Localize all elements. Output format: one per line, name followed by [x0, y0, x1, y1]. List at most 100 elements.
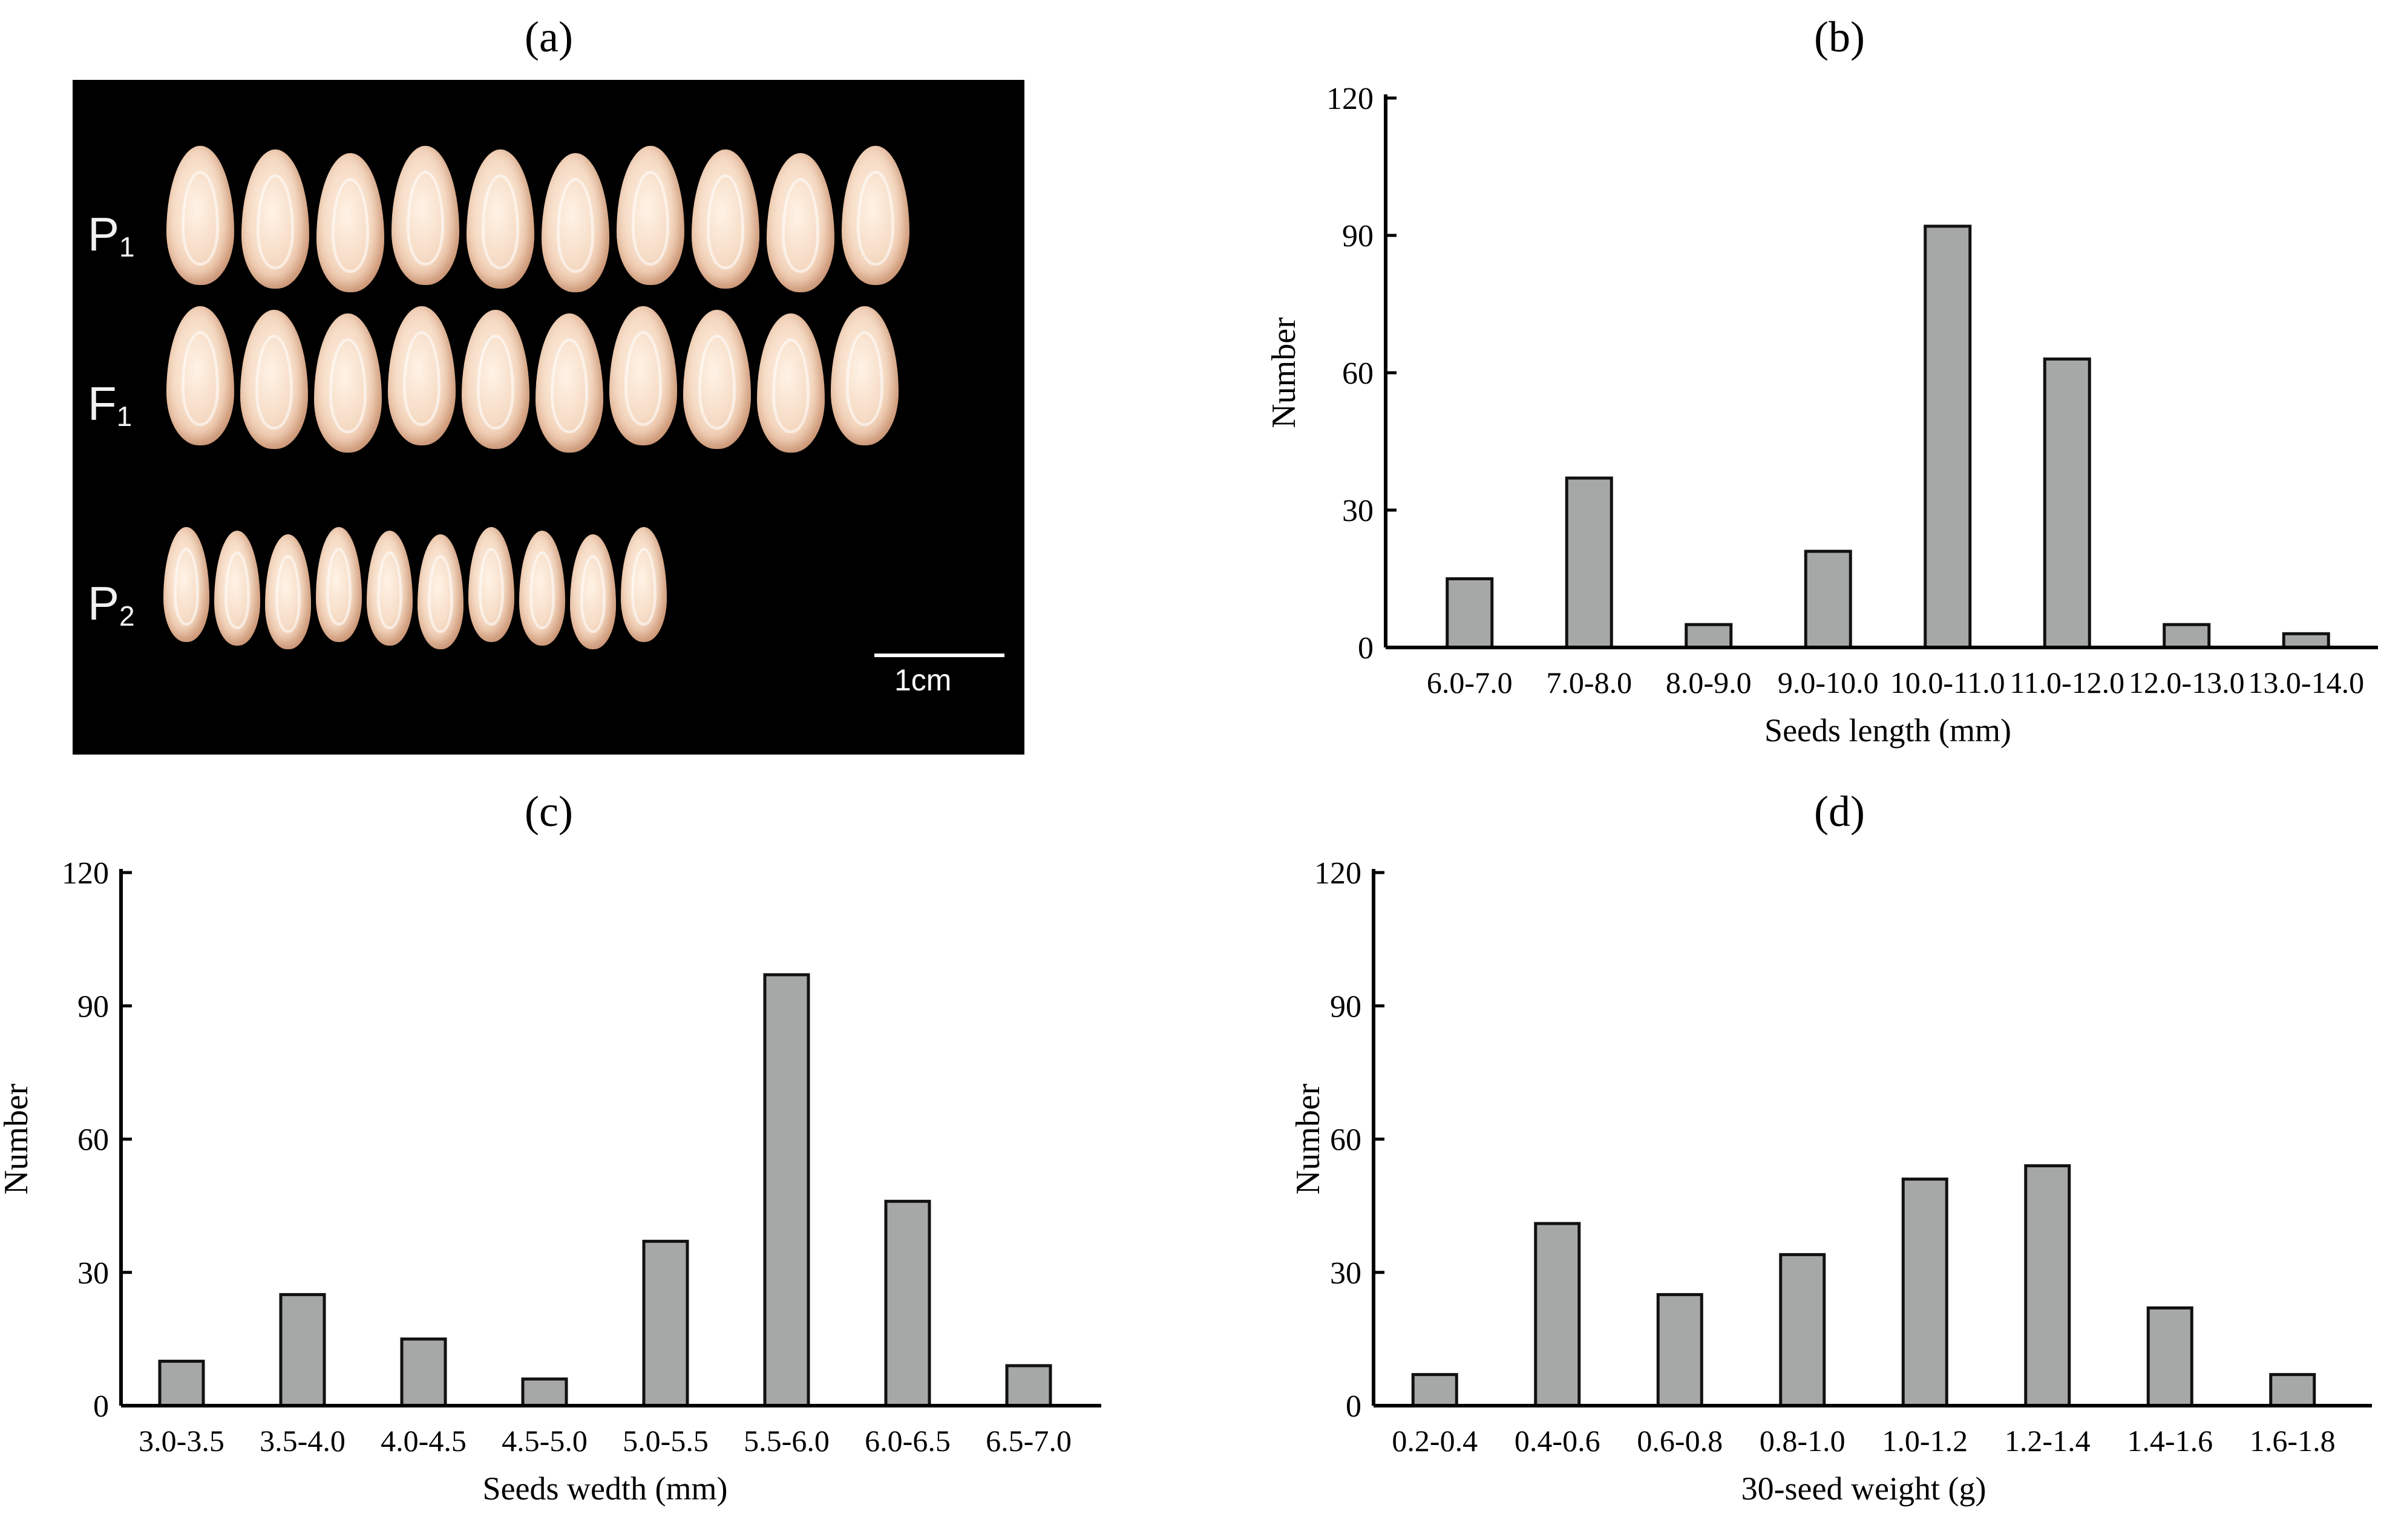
- seed: [535, 313, 603, 453]
- bar-1.4-1.6: [2146, 1306, 2193, 1407]
- bar-0.2-0.4: [1411, 1373, 1458, 1407]
- histogram-seed-width: 0 30 60 90 120 3.0-3.5 3.5-4.0 4.0-4.5 4.5-5.0 5.…: [0, 856, 1101, 1507]
- seed: [683, 310, 751, 449]
- bar-3.5-4.0: [279, 1293, 326, 1407]
- seed: [542, 153, 609, 292]
- x-tick-label: 12.0-13.0: [2129, 666, 2245, 700]
- x-tick-label: 13.0-14.0: [2248, 666, 2364, 700]
- y-axis-title: Number: [1289, 1083, 1327, 1194]
- histogram-seed-weight: 0 30 60 90 120 0.2-0.4 0.4-0.6 0.6-0.8 0.8-1.0 1.…: [1289, 856, 2372, 1507]
- y-tick-label: 30: [1342, 494, 1374, 528]
- seed: [467, 149, 534, 289]
- seed: [316, 527, 362, 642]
- x-axis-title: 30-seed weight (g): [1741, 1470, 1986, 1507]
- x-tick-label: 6.5-7.0: [986, 1424, 1072, 1458]
- y-tick-label: 0: [1346, 1389, 1361, 1424]
- seed: [519, 531, 565, 646]
- y-tick-label: 90: [1330, 989, 1361, 1024]
- x-tick-label: 5.5-6.0: [744, 1424, 830, 1458]
- seed: [314, 313, 382, 453]
- bar-5.0-5.5: [642, 1239, 689, 1407]
- x-tick-label: 0.2-0.4: [1392, 1424, 1478, 1458]
- x-tick-label: 10.0-11.0: [1890, 666, 2005, 700]
- y-tick-label: 60: [1342, 356, 1374, 391]
- y-tick-label: 90: [77, 989, 109, 1024]
- bar-5.5-6.0: [763, 973, 810, 1407]
- panel-label-a: (a): [525, 13, 573, 61]
- seed: [767, 153, 834, 292]
- bar-13.0-14.0: [2282, 632, 2330, 649]
- scale-bar: [874, 654, 1004, 657]
- seed: [831, 306, 899, 445]
- y-tick-label: 0: [93, 1389, 109, 1424]
- seed: [163, 527, 209, 642]
- seed: [391, 146, 459, 285]
- x-tick-label: 6.0-7.0: [1427, 666, 1513, 700]
- seed: [570, 534, 616, 649]
- seed: [214, 531, 260, 646]
- y-tick-label: 60: [1330, 1123, 1361, 1158]
- seed: [418, 534, 463, 649]
- bar-7.0-8.0: [1565, 476, 1613, 649]
- seed: [757, 313, 825, 453]
- scale-label: 1cm: [894, 663, 952, 697]
- bar-4.0-4.5: [400, 1337, 447, 1407]
- x-tick-label: 4.0-4.5: [381, 1424, 467, 1458]
- seed: [316, 153, 384, 292]
- x-tick-label: 1.0-1.2: [1882, 1424, 1968, 1458]
- x-tick-label: 3.0-3.5: [139, 1424, 224, 1458]
- x-tick-label: 9.0-10.0: [1778, 666, 1879, 700]
- row-label-f1: F1: [88, 377, 133, 432]
- y-tick-label: 90: [1342, 219, 1374, 254]
- y-tick-label: 30: [1330, 1256, 1361, 1291]
- x-tick-label: 11.0-12.0: [2009, 666, 2124, 700]
- x-tick-label: 8.0-9.0: [1666, 666, 1752, 700]
- y-tick-label: 0: [1358, 631, 1374, 666]
- bar-1.6-1.8: [2269, 1373, 2316, 1407]
- seed: [692, 149, 759, 289]
- bar-8.0-9.0: [1685, 623, 1733, 649]
- y-tick-label: 60: [77, 1123, 109, 1158]
- panel-label-c: (c): [525, 787, 573, 836]
- x-axis-title: Seeds length (mm): [1764, 712, 2011, 749]
- seed: [462, 310, 529, 449]
- seed: [240, 310, 308, 449]
- seed: [241, 149, 309, 289]
- seed: [842, 146, 909, 285]
- y-tick-label: 120: [62, 856, 109, 891]
- x-tick-label: 1.6-1.8: [2250, 1424, 2336, 1458]
- seed-photo: P1 F1 P2: [73, 80, 1024, 755]
- seed: [468, 527, 514, 642]
- panel-label-d: (d): [1814, 787, 1865, 836]
- x-tick-label: 7.0-8.0: [1546, 666, 1632, 700]
- x-tick-label: 3.5-4.0: [260, 1424, 346, 1458]
- seed: [367, 531, 413, 646]
- seed: [388, 306, 456, 445]
- x-tick-label: 1.4-1.6: [2127, 1424, 2213, 1458]
- bar-11.0-12.0: [2043, 357, 2091, 649]
- y-tick-label: 120: [1314, 856, 1361, 891]
- bar-0.8-1.0: [1779, 1253, 1826, 1407]
- panel-label-b: (b): [1814, 13, 1865, 61]
- seed: [617, 146, 684, 285]
- row-label-p2: P2: [88, 577, 135, 632]
- row-label-p1: P1: [88, 208, 135, 263]
- x-tick-label: 0.6-0.8: [1637, 1424, 1723, 1458]
- bar-9.0-10.0: [1804, 549, 1852, 649]
- bar-4.5-5.0: [521, 1377, 568, 1407]
- x-tick-label: 0.4-0.6: [1515, 1424, 1600, 1458]
- bar-1.0-1.2: [1901, 1178, 1948, 1407]
- x-axis-title: Seeds wedth (mm): [483, 1470, 728, 1507]
- y-tick-label: 30: [77, 1256, 109, 1291]
- x-tick-label: 6.0-6.5: [865, 1424, 951, 1458]
- y-axis-title: Number: [1265, 317, 1303, 428]
- x-tick-label: 4.5-5.0: [502, 1424, 588, 1458]
- bar-10.0-11.0: [1924, 224, 1972, 649]
- bar-0.4-0.6: [1534, 1222, 1581, 1407]
- seed: [621, 527, 667, 642]
- seed: [166, 146, 234, 285]
- bar-6.0-6.5: [884, 1199, 931, 1407]
- bar-0.6-0.8: [1656, 1293, 1703, 1407]
- x-tick-label: 0.8-1.0: [1760, 1424, 1846, 1458]
- x-tick-label: 1.2-1.4: [2005, 1424, 2091, 1458]
